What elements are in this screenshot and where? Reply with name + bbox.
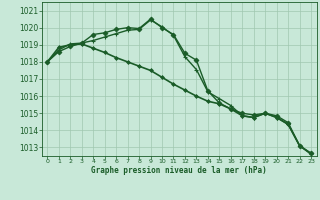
X-axis label: Graphe pression niveau de la mer (hPa): Graphe pression niveau de la mer (hPa): [91, 166, 267, 175]
